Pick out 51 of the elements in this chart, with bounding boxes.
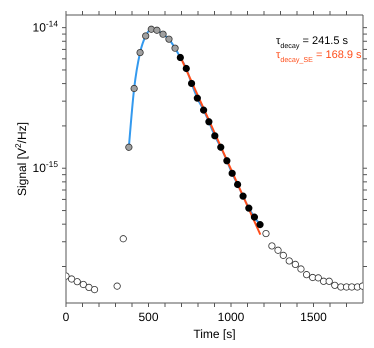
- point: [68, 275, 76, 283]
- point: [85, 284, 93, 292]
- point: [268, 242, 276, 250]
- point: [256, 221, 264, 228]
- point: [159, 30, 167, 38]
- point: [165, 36, 173, 43]
- point: [234, 180, 242, 188]
- point: [171, 44, 179, 52]
- point: [182, 64, 190, 72]
- point: [200, 106, 208, 114]
- point: [205, 118, 212, 126]
- point: [280, 252, 287, 259]
- point: [130, 84, 138, 92]
- point: [239, 192, 247, 200]
- annotation: τ$_{decay}$ = 241.5 s: [276, 35, 349, 50]
- point: [176, 54, 184, 62]
- point: [194, 94, 201, 102]
- point: [223, 157, 230, 164]
- point: [114, 282, 121, 290]
- point: [314, 274, 322, 282]
- point: [211, 132, 218, 140]
- point: [217, 144, 224, 151]
- point: [292, 260, 299, 268]
- point: [297, 265, 305, 273]
- point: [250, 214, 258, 221]
- point: [274, 246, 282, 254]
- point: [262, 230, 270, 238]
- point: [348, 283, 356, 291]
- point: [188, 80, 196, 88]
- point: [331, 282, 338, 289]
- point: [120, 235, 127, 242]
- point: [153, 26, 161, 34]
- x-tick-label: 0: [62, 310, 70, 324]
- point: [136, 48, 144, 56]
- x-tick-label: 1000: [218, 310, 245, 324]
- point: [286, 257, 293, 265]
- point: [90, 286, 98, 294]
- point: [125, 144, 132, 151]
- point: [142, 32, 150, 40]
- annotation: τ$_{decay_SE}$ = 168.9 s: [276, 49, 362, 64]
- y-tick-label: 10$^{-15}$: [32, 159, 58, 176]
- point: [74, 278, 81, 286]
- point: [228, 170, 236, 177]
- point: [309, 274, 316, 282]
- x-tick-label: 1500: [300, 310, 328, 324]
- y-tick-label: 10$^{-14}$: [32, 18, 58, 35]
- point: [326, 278, 333, 285]
- point: [245, 204, 252, 212]
- point: [80, 280, 87, 288]
- point: [302, 271, 310, 278]
- x-tick-label: 500: [138, 310, 159, 324]
